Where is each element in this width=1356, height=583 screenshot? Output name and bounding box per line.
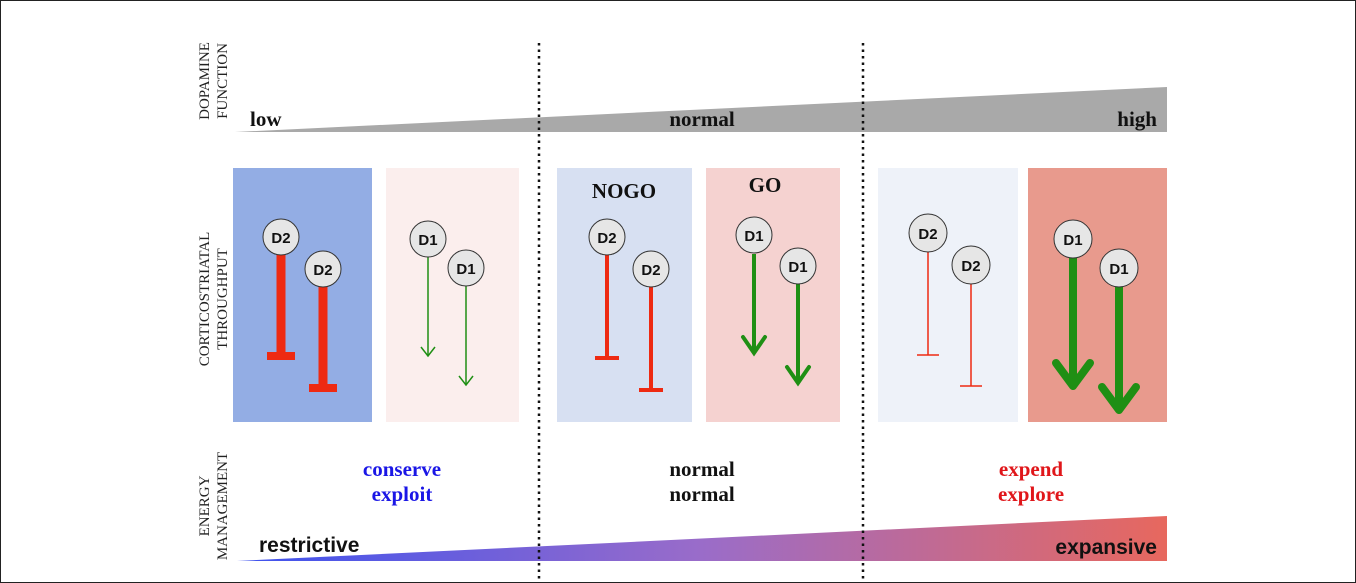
dopamine-level-normal: normal	[669, 107, 734, 131]
energy-wedge	[237, 516, 1167, 561]
neuron-d1: D1	[1100, 249, 1138, 287]
neuron-d2: D2	[263, 219, 299, 255]
svg-text:D1: D1	[744, 228, 763, 245]
energy-explore-label: explore	[998, 482, 1064, 506]
svg-text:D1: D1	[1109, 261, 1128, 278]
svg-text:D1: D1	[418, 232, 437, 249]
neuron-d1: D1	[736, 217, 772, 253]
row-label-dopamine-line2: FUNCTION	[215, 43, 231, 119]
energy-scale-left: restrictive	[259, 534, 359, 557]
energy-exploit-label: exploit	[372, 482, 433, 506]
svg-text:D1: D1	[788, 259, 807, 276]
dopamine-level-high: high	[1117, 107, 1157, 131]
neuron-d1: D1	[448, 250, 484, 286]
row-label-throughput-line2: THROUGHPUT	[215, 248, 231, 350]
panel-low-d2	[233, 168, 372, 422]
svg-text:D2: D2	[271, 230, 290, 247]
svg-text:D2: D2	[313, 262, 332, 279]
panel-high-d2	[878, 168, 1018, 422]
go-label: GO	[749, 173, 782, 197]
energy-conserve-label: conserve	[363, 457, 441, 481]
energy-normal-label-1: normal	[669, 457, 734, 481]
neuron-d1: D1	[1054, 220, 1092, 258]
neuron-d2: D2	[633, 251, 669, 287]
svg-text:D2: D2	[961, 258, 980, 275]
neuron-d1: D1	[410, 221, 446, 257]
neuron-d1: D1	[780, 248, 816, 284]
neuron-d2: D2	[952, 246, 990, 284]
row-label-energy-line2: MANAGEMENT	[215, 452, 231, 560]
svg-text:D1: D1	[456, 261, 475, 278]
svg-text:D2: D2	[918, 226, 937, 243]
nogo-label: NOGO	[592, 179, 656, 203]
neuron-d2: D2	[589, 219, 625, 255]
panel-normal-d2	[557, 168, 692, 422]
energy-scale-right: expansive	[1055, 536, 1157, 559]
dopamine-level-low: low	[250, 107, 282, 131]
svg-text:D2: D2	[597, 230, 616, 247]
neuron-d2: D2	[305, 251, 341, 287]
panel-normal-d1	[706, 168, 840, 422]
row-label-energy-line1: ENERGY	[197, 475, 213, 536]
row-label-dopamine-line1: DOPAMINE	[197, 42, 213, 120]
panel-high-d1	[1028, 168, 1167, 422]
neuron-d2: D2	[909, 214, 947, 252]
svg-text:D2: D2	[641, 262, 660, 279]
panel-low-d1	[386, 168, 519, 422]
energy-normal-label-2: normal	[669, 482, 734, 506]
row-label-throughput-line1: CORTICOSTRIATAL	[197, 232, 213, 367]
svg-text:D1: D1	[1063, 232, 1082, 249]
energy-expend-label: expend	[999, 457, 1064, 481]
